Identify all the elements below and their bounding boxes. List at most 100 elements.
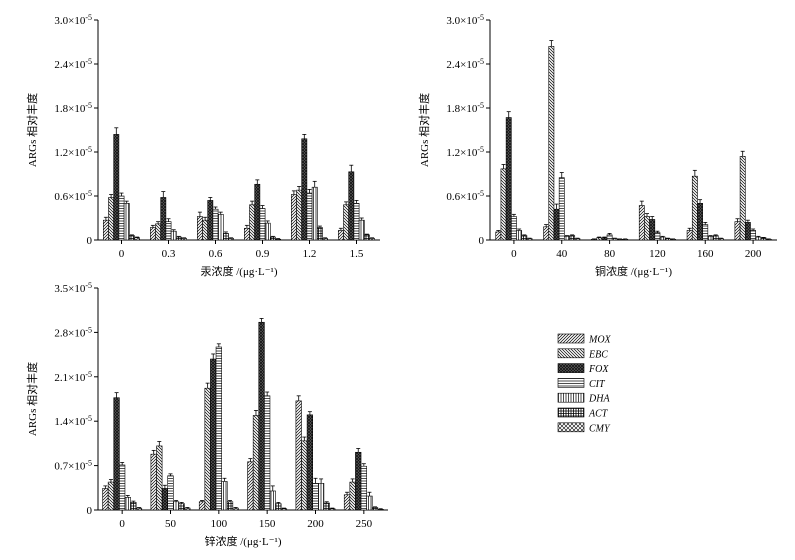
- bar-cit: [360, 465, 367, 511]
- bar-mox: [197, 216, 203, 241]
- bar-mox: [247, 461, 254, 511]
- bar-cit: [312, 483, 319, 511]
- bar-dha: [659, 236, 666, 241]
- legend-label-cit: CIT: [589, 379, 606, 390]
- bar-dha: [173, 501, 180, 511]
- bar-cmy: [622, 238, 629, 241]
- x-tick-label: 0: [511, 248, 517, 260]
- bar-ebc: [202, 219, 208, 241]
- x-tick-label: 250: [356, 518, 373, 530]
- legend-swatch-mox: [557, 333, 585, 344]
- bar-ebc: [301, 440, 308, 511]
- chart-panel-zinc: 0 0.7×10-5 1.4×10-5 2.1×10-5 2.8×10-5 3.5×10-…: [25, 281, 388, 548]
- bar-fox: [301, 138, 308, 241]
- bar-cit: [606, 234, 613, 241]
- bar-cmy: [228, 238, 234, 241]
- bar-cmy: [717, 238, 724, 241]
- bar-mox: [734, 221, 741, 241]
- bar-fox: [160, 197, 167, 241]
- x-tick-label: 0.3: [162, 248, 176, 260]
- y-tick-label: 2.8×10-5: [54, 325, 92, 339]
- bar-act: [130, 502, 137, 511]
- bar-dha: [564, 236, 570, 241]
- bar-act: [371, 507, 379, 511]
- bar-ebc: [296, 189, 302, 241]
- bar-mox: [686, 230, 693, 241]
- bar-ebc: [249, 204, 255, 241]
- y-tick-label: 3.0×10-5: [54, 13, 92, 27]
- bar-act: [664, 238, 671, 241]
- y-tick-label: 1.8×10-5: [54, 101, 92, 115]
- bar-mox: [343, 494, 351, 511]
- bar-ebc: [252, 415, 260, 511]
- x-tick-label: 120: [649, 248, 666, 260]
- legend-swatch-ebc: [557, 348, 585, 359]
- bar-dha: [358, 219, 365, 241]
- bar-act: [363, 234, 370, 241]
- bar-dha: [217, 214, 224, 241]
- bar-cit: [165, 221, 172, 241]
- y-axis-label: ARGs 相对丰度: [417, 93, 431, 167]
- bar-dha: [516, 230, 523, 241]
- y-axis-label: ARGs 相对丰度: [25, 93, 39, 167]
- bar-ebc: [204, 387, 211, 511]
- y-axis-label: ARGs 相对丰度: [25, 362, 39, 436]
- bar-cit: [215, 346, 222, 511]
- y-tick-label: 0.6×10-5: [54, 189, 92, 203]
- y-tick-label: 1.8×10-5: [446, 101, 484, 115]
- bar-ebc: [108, 197, 114, 241]
- y-tick-label: 2.4×10-5: [446, 57, 484, 71]
- bar-fox: [113, 134, 120, 241]
- bar-cmy: [329, 508, 336, 511]
- legend-swatch-cit: [557, 378, 585, 388]
- legend-swatch-act: [557, 407, 585, 418]
- y-tick-label: 2.4×10-5: [54, 57, 92, 71]
- x-axis-label: 铜浓度 /(μg·L⁻¹): [595, 264, 672, 278]
- x-tick-label: 50: [165, 518, 177, 530]
- legend-swatch-cmy: [557, 422, 585, 433]
- y-tick-label: 0.6×10-5: [446, 189, 484, 203]
- bar-fox: [697, 203, 703, 241]
- bar-act: [521, 235, 528, 241]
- x-tick-label: 150: [259, 518, 276, 530]
- bar-dha: [317, 483, 325, 511]
- x-tick-label: 200: [307, 518, 324, 530]
- bar-act: [223, 233, 229, 241]
- x-tick-label: 0.6: [209, 248, 223, 260]
- x-tick-label: 0: [119, 248, 125, 260]
- bar-ebc: [500, 168, 507, 241]
- bar-act: [269, 236, 276, 241]
- bar-cmy: [232, 507, 239, 511]
- bar-act: [617, 238, 623, 241]
- bar-dha: [366, 495, 373, 511]
- y-tick-label: 0: [87, 505, 93, 517]
- bar-mox: [295, 400, 302, 511]
- bar-fox: [258, 321, 265, 511]
- bar-cit: [353, 203, 360, 241]
- bar-fox: [744, 222, 751, 241]
- bar-dha: [123, 203, 130, 241]
- bar-cmy: [135, 507, 143, 511]
- bar-mox: [290, 194, 297, 241]
- bar-cit: [259, 208, 266, 241]
- bar-fox: [207, 200, 214, 241]
- bar-ebc: [644, 216, 650, 241]
- bar-mox: [638, 205, 645, 241]
- bar-cit: [264, 395, 271, 511]
- bar-cmy: [670, 238, 676, 241]
- bar-cmy: [134, 237, 140, 241]
- bar-act: [323, 502, 330, 511]
- bar-fox: [355, 451, 362, 511]
- bar-ebc: [349, 481, 356, 511]
- legend-label-dha: DHA: [588, 394, 610, 405]
- legend-label-mox: MOX: [588, 335, 612, 346]
- bar-cit: [750, 230, 756, 241]
- x-tick-label: 0: [119, 518, 125, 530]
- bar-act: [760, 237, 767, 241]
- bar-cit: [119, 464, 126, 511]
- bar-ebc: [155, 223, 161, 241]
- bar-cit: [702, 224, 709, 241]
- bar-cmy: [280, 508, 288, 511]
- bar-ebc: [596, 237, 603, 241]
